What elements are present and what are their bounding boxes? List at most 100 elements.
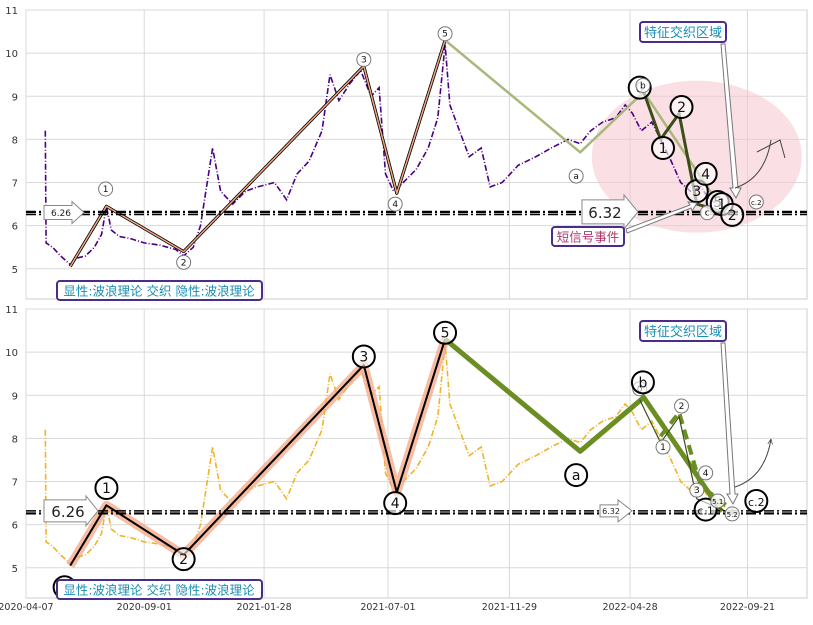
wave-label-text: c.2 bbox=[748, 496, 765, 509]
y-tick-label: 10 bbox=[5, 49, 18, 60]
wave-label-circle bbox=[630, 370, 655, 395]
wave-label-circle bbox=[383, 491, 408, 516]
y-tick-label: 11 bbox=[5, 6, 18, 17]
x-tick-label: 2022-04-28 bbox=[602, 602, 657, 613]
x-tick-label: 2020-09-01 bbox=[117, 602, 172, 613]
wave-label-circle bbox=[655, 439, 671, 455]
y-tick-label: 11 bbox=[5, 305, 18, 316]
short-signal-box bbox=[551, 226, 625, 247]
wave-label-text: 4 bbox=[703, 469, 709, 479]
wave-label-circle bbox=[724, 506, 740, 522]
wave-label-text: c.1 bbox=[697, 505, 714, 518]
x-tick-label: 2021-07-01 bbox=[360, 602, 415, 613]
left-value-arrow bbox=[43, 494, 99, 528]
wave-label-circle bbox=[693, 161, 718, 186]
wave-label-text: 2 bbox=[679, 402, 685, 412]
feature-region-box bbox=[639, 21, 727, 43]
wave-label-text: 1 bbox=[102, 481, 111, 497]
legend-box bbox=[56, 280, 263, 301]
right-value-arrow bbox=[581, 193, 639, 231]
wave-label-text: c bbox=[705, 209, 710, 219]
wave-label-circle bbox=[651, 136, 676, 161]
y-tick-label: 9 bbox=[12, 391, 18, 402]
wave-label-circle bbox=[433, 320, 458, 345]
wave-label-circle bbox=[176, 254, 192, 270]
wave-label-text: 3 bbox=[692, 184, 701, 200]
wave-label-text: 2 bbox=[179, 552, 188, 568]
wave-label-text: 1 bbox=[659, 141, 668, 157]
feature-region-layer bbox=[591, 80, 802, 233]
wave-label-circle bbox=[689, 482, 705, 498]
feature-region-arrow bbox=[720, 342, 739, 506]
wave-line-2 bbox=[659, 410, 736, 514]
wave-label-text: 3 bbox=[361, 56, 367, 66]
wave-line-1 bbox=[443, 337, 724, 514]
wave-label-text: 1 bbox=[660, 443, 666, 453]
y-tick-label: 6 bbox=[12, 222, 18, 233]
right-value-label: 6.32 bbox=[588, 204, 621, 222]
wave-label-text: 2 bbox=[728, 208, 737, 224]
wave-label-text: 1 bbox=[103, 185, 109, 195]
wave-label-text: 5 bbox=[441, 326, 450, 342]
trend-curve-arrow bbox=[734, 439, 771, 488]
y-tick-label: 7 bbox=[12, 179, 18, 190]
y-tick-label: 10 bbox=[5, 348, 18, 359]
short-signal-label: 短信号事件 bbox=[557, 230, 620, 245]
left-value-arrow bbox=[43, 200, 85, 225]
right-value-label: 6.32 bbox=[602, 507, 620, 516]
wave-label-text: 3 bbox=[694, 486, 700, 496]
wave-label-text: 3 bbox=[359, 349, 368, 365]
wave-label-circle bbox=[387, 196, 403, 212]
feature-region-arrow bbox=[720, 43, 742, 200]
wave-label-circle bbox=[674, 398, 690, 414]
x-tick-label: 2021-01-28 bbox=[236, 602, 291, 613]
wave-label-text: a bbox=[572, 468, 581, 484]
wave-label-text: c.2 bbox=[751, 199, 762, 207]
wave-label-text: b bbox=[638, 375, 647, 391]
y-tick-label: 5 bbox=[12, 265, 18, 276]
wave-label-circle bbox=[669, 95, 694, 120]
left-value-label: 6.26 bbox=[51, 503, 84, 521]
wave-lines-layer bbox=[66, 39, 736, 568]
wave-label-text: 1 bbox=[717, 197, 726, 213]
trend-curve-arrow bbox=[734, 139, 772, 189]
feature-region-box bbox=[639, 320, 727, 342]
wave-label-circle bbox=[564, 463, 589, 488]
right-value-arrow bbox=[599, 498, 633, 523]
wave-line-1 bbox=[444, 39, 723, 210]
wave-label-text: 4 bbox=[392, 200, 398, 210]
y-tick-label: 8 bbox=[12, 135, 18, 146]
wave-label-circle bbox=[698, 465, 714, 481]
wave-label-text: 5 bbox=[442, 30, 448, 40]
x-tick-label: 2021-11-29 bbox=[482, 602, 537, 613]
legend-text: 显性:波浪理论 交织 隐性:波浪理论 bbox=[63, 583, 255, 598]
feature-region-label: 特征交织区域 bbox=[644, 324, 722, 340]
feature-region-ellipse bbox=[591, 80, 802, 233]
wave-label-circle bbox=[710, 493, 726, 509]
wave-label-text: 4 bbox=[391, 496, 400, 512]
trend-curve-head bbox=[756, 139, 786, 159]
wave-label-circle bbox=[748, 194, 764, 210]
wave-line-0 bbox=[69, 39, 446, 267]
wave-label-text: 2 bbox=[677, 100, 686, 116]
short-signal-arrow bbox=[625, 201, 698, 234]
left-value-label: 6.26 bbox=[51, 209, 71, 219]
wave-label-text: 5.2 bbox=[727, 511, 738, 519]
legend-box bbox=[56, 579, 263, 600]
y-tick-label: 6 bbox=[12, 521, 18, 532]
wave-line-0 bbox=[69, 338, 447, 567]
price-series-line bbox=[44, 44, 727, 266]
legend-text: 显性:波浪理论 交织 隐性:波浪理论 bbox=[63, 284, 255, 299]
wave-label-circle bbox=[635, 77, 651, 93]
wave-label-text: 4 bbox=[701, 167, 710, 183]
wave-label-circle bbox=[568, 168, 584, 184]
y-tick-label: 7 bbox=[12, 478, 18, 489]
y-tick-label: 9 bbox=[12, 92, 18, 103]
wave-labels-layer: 012345a0b12345c12c.2012345a0b1234c.15.15… bbox=[52, 26, 769, 600]
wave-label-text: 2 bbox=[181, 258, 187, 268]
wave-label-text: b bbox=[640, 81, 646, 91]
